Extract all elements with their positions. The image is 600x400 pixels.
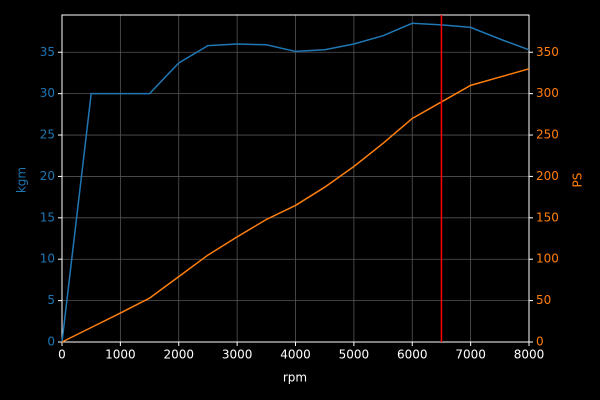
x-tick-label: 2000	[163, 348, 194, 362]
y2-tick-label: 300	[536, 86, 559, 100]
y-tick-label: 15	[40, 210, 55, 224]
y2-tick-label: 250	[536, 128, 559, 142]
y2-tick-label: 50	[536, 293, 551, 307]
y2-tick-label: 350	[536, 45, 559, 59]
series-line	[61, 68, 530, 343]
x-tick-label: 1000	[105, 348, 136, 362]
x-tick-label: 5000	[339, 348, 370, 362]
y-tick-label: 25	[40, 128, 55, 142]
x-tick-label: 3000	[222, 348, 253, 362]
y-tick-label: 0	[47, 335, 55, 349]
y-tick-label: 35	[40, 45, 55, 59]
y2-tick-label: 200	[536, 169, 559, 183]
x-axis-label: rpm	[283, 371, 307, 385]
y-tick-label: 30	[40, 86, 55, 100]
y-tick-label: 5	[47, 293, 55, 307]
y2-tick-label: 100	[536, 252, 559, 266]
series-line	[61, 22, 530, 343]
y-tick-label: 10	[40, 252, 55, 266]
x-tick-label: 6000	[397, 348, 428, 362]
y2-axis-label: PS	[571, 173, 585, 188]
x-tick-label: 4000	[280, 348, 311, 362]
x-tick-label: 7000	[455, 348, 486, 362]
y-axis-label: kgm	[15, 167, 29, 193]
plot-frame	[61, 14, 530, 343]
x-tick-label: 8000	[514, 348, 545, 362]
y2-tick-label: 0	[536, 335, 544, 349]
y2-tick-label: 150	[536, 210, 559, 224]
x-tick-label: 0	[58, 348, 66, 362]
y-tick-label: 20	[40, 169, 55, 183]
